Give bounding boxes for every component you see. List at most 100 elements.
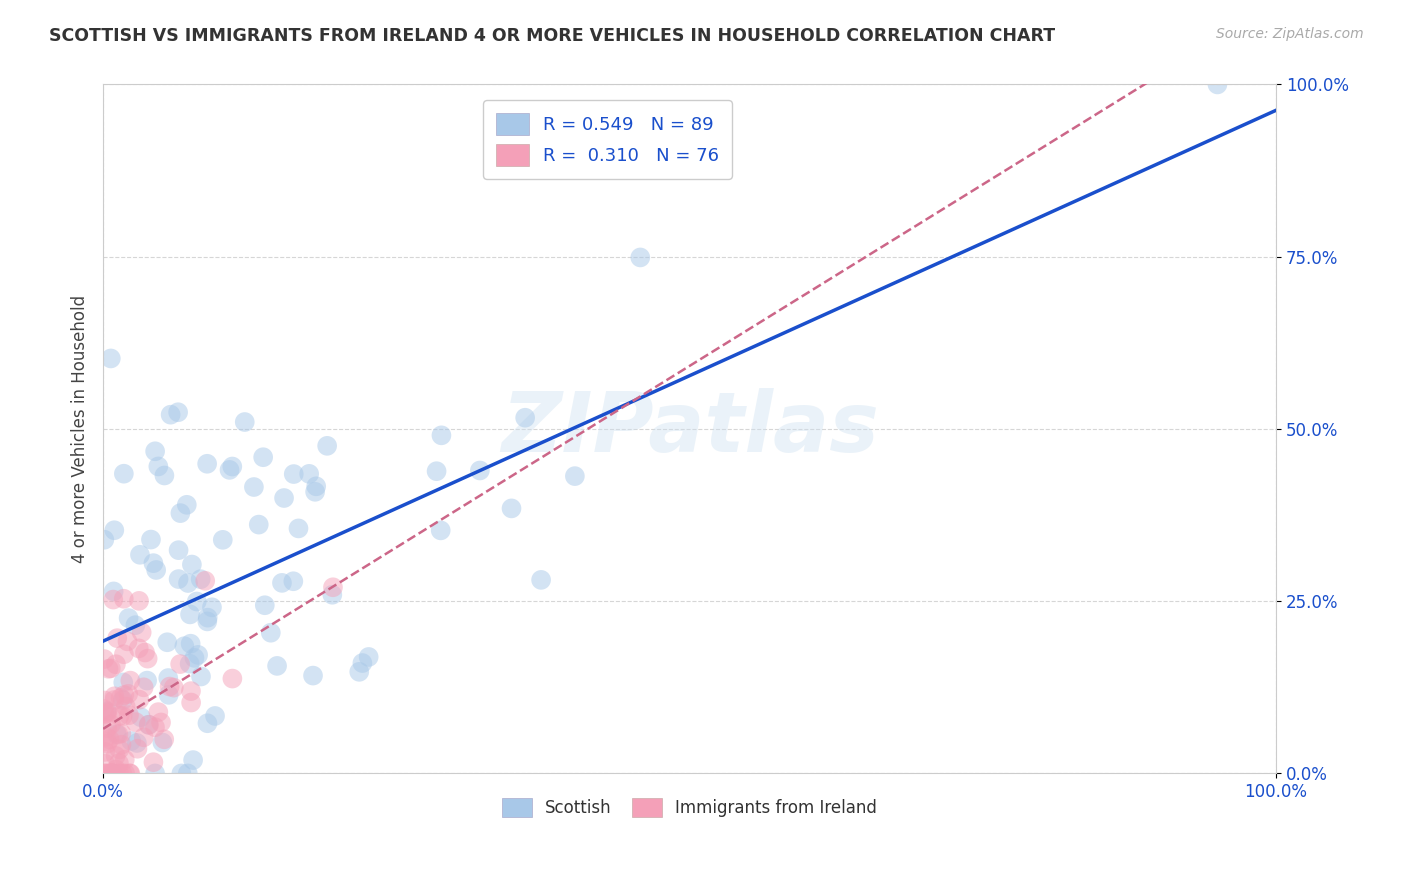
Point	[180, 637, 202, 651]
Point	[143, 444, 166, 458]
Text: Source: ZipAtlas.com: Source: ZipAtlas.com	[1216, 27, 1364, 41]
Point	[167, 405, 190, 419]
Point	[357, 649, 380, 664]
Point	[103, 592, 125, 607]
Point	[515, 410, 537, 425]
Point	[103, 690, 125, 704]
Point	[96, 721, 118, 735]
Point	[94, 756, 117, 771]
Point	[233, 415, 256, 429]
Point	[169, 657, 191, 671]
Point	[104, 748, 127, 763]
Point	[177, 766, 200, 780]
Point	[93, 702, 115, 716]
Point	[204, 709, 226, 723]
Y-axis label: 4 or more Vehicles in Household: 4 or more Vehicles in Household	[72, 295, 89, 563]
Point	[129, 710, 152, 724]
Point	[138, 718, 160, 732]
Point	[173, 639, 195, 653]
Point	[110, 738, 132, 752]
Point	[186, 594, 208, 608]
Point	[94, 693, 117, 707]
Point	[132, 731, 155, 745]
Point	[112, 591, 135, 606]
Point	[180, 696, 202, 710]
Point	[305, 479, 328, 493]
Point	[96, 704, 118, 718]
Point	[252, 450, 274, 465]
Point	[266, 659, 288, 673]
Point	[128, 594, 150, 608]
Point	[134, 645, 156, 659]
Point	[211, 533, 233, 547]
Text: ZIPatlas: ZIPatlas	[501, 388, 879, 469]
Point	[93, 734, 115, 748]
Point	[108, 766, 131, 780]
Point	[187, 648, 209, 662]
Point	[118, 766, 141, 780]
Point	[153, 468, 176, 483]
Point	[110, 726, 132, 740]
Point	[179, 657, 201, 671]
Point	[108, 756, 131, 771]
Point	[93, 533, 115, 547]
Point	[110, 690, 132, 705]
Point	[114, 753, 136, 767]
Point	[132, 681, 155, 695]
Point	[112, 467, 135, 481]
Point	[108, 742, 131, 756]
Point	[96, 737, 118, 751]
Point	[105, 727, 128, 741]
Point	[322, 580, 344, 594]
Point	[111, 709, 134, 723]
Point	[94, 766, 117, 780]
Point	[100, 351, 122, 366]
Point	[298, 467, 321, 481]
Point	[104, 763, 127, 777]
Point	[170, 766, 193, 780]
Point	[94, 745, 117, 759]
Point	[97, 766, 120, 780]
Point	[283, 467, 305, 481]
Point	[243, 480, 266, 494]
Point	[117, 634, 139, 648]
Point	[128, 692, 150, 706]
Point	[197, 716, 219, 731]
Point	[112, 647, 135, 661]
Point	[183, 651, 205, 665]
Point	[253, 599, 276, 613]
Point	[159, 408, 181, 422]
Point	[153, 732, 176, 747]
Point	[124, 618, 146, 632]
Point	[136, 673, 159, 688]
Point	[100, 766, 122, 780]
Point	[111, 766, 134, 780]
Point	[111, 693, 134, 707]
Point	[176, 498, 198, 512]
Point	[190, 669, 212, 683]
Point	[180, 558, 202, 572]
Point	[118, 708, 141, 723]
Point	[93, 766, 115, 780]
Point	[96, 706, 118, 721]
Point	[98, 766, 121, 780]
Point	[169, 506, 191, 520]
Point	[530, 573, 553, 587]
Point	[352, 656, 374, 670]
Point	[273, 491, 295, 505]
Point	[321, 588, 343, 602]
Point	[150, 735, 173, 749]
Point	[468, 463, 491, 477]
Point	[139, 533, 162, 547]
Point	[96, 705, 118, 719]
Point	[105, 631, 128, 645]
Point	[179, 607, 201, 622]
Point	[103, 523, 125, 537]
Point	[125, 715, 148, 730]
Point	[136, 651, 159, 665]
Point	[247, 517, 270, 532]
Point	[628, 251, 651, 265]
Point	[103, 693, 125, 707]
Point	[97, 662, 120, 676]
Point	[349, 665, 371, 679]
